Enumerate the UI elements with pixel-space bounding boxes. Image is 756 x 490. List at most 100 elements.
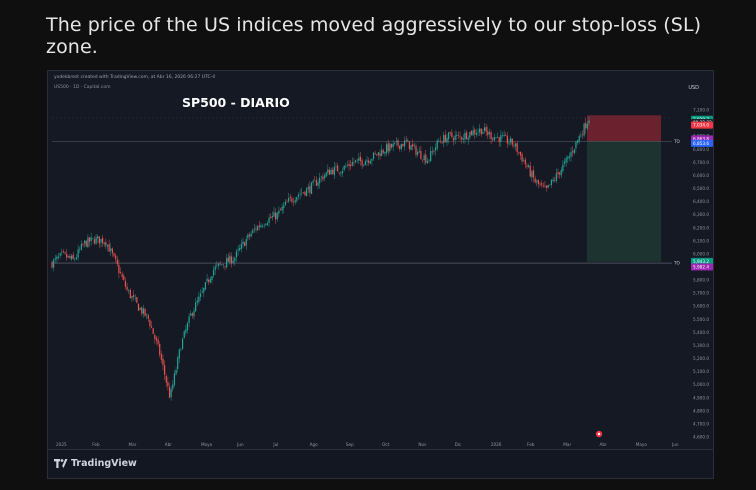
- candle-body: [314, 180, 316, 181]
- y-tick-label: 5,100.0: [693, 369, 709, 374]
- candle-body: [278, 210, 280, 214]
- candle-body: [519, 151, 522, 156]
- x-tick-label: Oct: [382, 442, 390, 447]
- candle-body: [526, 165, 528, 167]
- candle-body: [492, 138, 494, 140]
- candle-body: [72, 254, 74, 259]
- y-tick-label: 6,800.0: [693, 147, 709, 152]
- candle-body: [457, 134, 460, 136]
- candle-body: [172, 384, 174, 390]
- candle-body: [57, 256, 60, 258]
- candle-body: [181, 338, 184, 349]
- candle-body: [183, 331, 185, 339]
- candle-body: [544, 185, 546, 187]
- candle-body: [469, 131, 471, 138]
- candle-body: [327, 169, 329, 173]
- candle-body: [539, 183, 541, 185]
- x-tick-label: Mayo: [201, 442, 213, 447]
- candle-body: [341, 170, 344, 174]
- candle-body: [173, 373, 176, 386]
- candle-body: [390, 144, 393, 148]
- candle-body: [152, 328, 154, 334]
- candle-body: [371, 159, 373, 161]
- candle-body: [501, 135, 504, 137]
- candle-body: [198, 296, 200, 302]
- candle-body: [330, 169, 332, 175]
- price-label-text: 6,853.6: [693, 141, 709, 146]
- candle-body: [413, 145, 415, 147]
- candle-body: [479, 128, 481, 133]
- candle-body: [227, 257, 229, 262]
- x-tick-label: Nov: [418, 442, 427, 447]
- candle-body: [317, 182, 319, 186]
- candle-body: [467, 137, 469, 140]
- candle-body: [585, 122, 587, 129]
- chart-title: SP500 - DIARIO: [182, 95, 290, 110]
- candle-body: [75, 257, 78, 260]
- y-tick-label: 4,900.0: [693, 395, 709, 400]
- candle-body: [87, 237, 89, 248]
- candle-body: [80, 243, 82, 250]
- candle-body: [521, 154, 523, 162]
- candle-body: [54, 258, 56, 260]
- candle-body: [162, 358, 164, 366]
- candle-body: [456, 134, 458, 136]
- candle-body: [545, 185, 548, 189]
- candle-body: [338, 172, 340, 174]
- candle-body: [372, 152, 375, 159]
- candle-body: [275, 212, 277, 220]
- candle-body: [381, 149, 383, 156]
- candle-body: [417, 152, 419, 155]
- candle-body: [410, 145, 412, 150]
- candle-body: [147, 315, 149, 319]
- candle-body: [382, 150, 384, 153]
- candle-body: [485, 127, 487, 132]
- candle-body: [281, 206, 283, 211]
- price-label-badge: [691, 121, 713, 129]
- candle-body: [240, 243, 242, 249]
- candle-body: [111, 248, 113, 254]
- candle-body: [461, 137, 463, 140]
- candle-body: [400, 144, 402, 150]
- candle-body: [387, 143, 389, 152]
- candle-body: [550, 179, 553, 186]
- candle-body: [511, 138, 513, 145]
- y-tick-label: 4,600.0: [693, 435, 709, 440]
- candle-body: [212, 269, 215, 276]
- candle-body: [137, 303, 140, 311]
- candle-body: [389, 143, 391, 152]
- candle-body: [165, 375, 167, 383]
- price-label-text: 5,982.4: [693, 265, 709, 270]
- candle-body: [405, 140, 407, 142]
- candle-body: [516, 143, 518, 152]
- candle-body: [302, 192, 304, 194]
- y-tick-label: 6,400.0: [693, 199, 709, 204]
- candle-body: [279, 209, 282, 211]
- candle-body: [555, 173, 557, 181]
- candle-body: [315, 180, 318, 186]
- candle-body: [265, 224, 267, 225]
- candle-body: [438, 141, 440, 142]
- candle-body: [493, 137, 495, 141]
- candle-body: [237, 249, 239, 251]
- tradingview-chart-image: 7,100.07,000.06,900.06,800.06,700.06,600…: [47, 70, 714, 479]
- candle-body: [222, 264, 224, 266]
- candle-body: [74, 259, 76, 260]
- x-tick-label: Feb: [527, 442, 535, 447]
- candle-body: [159, 344, 161, 355]
- x-tick-label: Feb: [92, 442, 100, 447]
- post-caption: The price of the US indices moved aggres…: [46, 14, 702, 58]
- candle-body: [348, 163, 350, 166]
- candle-body: [430, 151, 432, 161]
- level-tag: TO: [673, 261, 681, 266]
- candle-body: [358, 157, 360, 161]
- candle-body: [186, 323, 189, 331]
- candle-body: [518, 152, 520, 154]
- y-tick-label: 7,100.0: [693, 108, 709, 113]
- y-tick-label: 5,800.0: [693, 278, 709, 283]
- candle-body: [397, 140, 399, 146]
- candle-body: [301, 192, 303, 194]
- candle-body: [495, 137, 497, 139]
- candle-body: [333, 166, 335, 176]
- candle-body: [500, 135, 502, 142]
